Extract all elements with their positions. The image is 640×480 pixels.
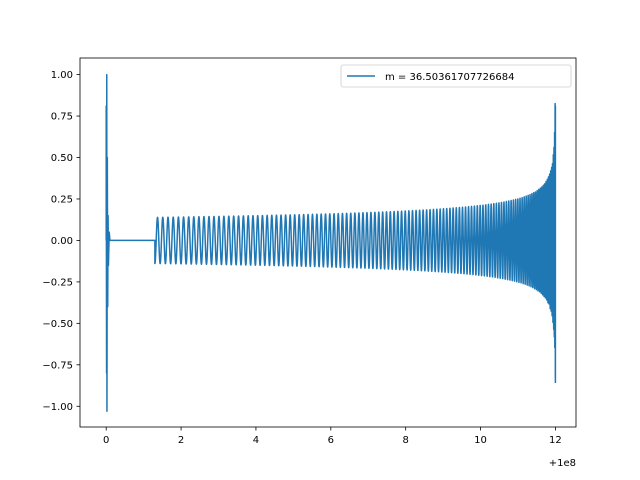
x-tick-label: 4 [253, 435, 259, 446]
x-tick-label: 12 [549, 435, 562, 446]
legend-box [340, 64, 572, 88]
series-line [105, 73, 557, 412]
y-tick-label: −1.00 [42, 402, 73, 413]
y-tick-label: 0.75 [51, 112, 73, 123]
legend-label: m = 36.50361707726684 [385, 72, 514, 83]
legend: m = 36.50361707726684 [340, 64, 572, 88]
y-tick-label: 0.25 [51, 194, 73, 205]
x-tick-label: 6 [328, 435, 334, 446]
y-tick-label: −0.75 [42, 360, 73, 371]
y-tick-label: −0.25 [42, 277, 73, 288]
y-tick-label: 0.50 [51, 153, 73, 164]
x-tick-label: 10 [474, 435, 487, 446]
x-tick-label: 8 [402, 435, 408, 446]
plot-area [105, 73, 557, 412]
axes: 0 2 4 6 8 10 12 −1.00 −0.75 −0.50 −0.25 0.00 0.25 0.5… [42, 57, 577, 469]
y-tick-label: 1.00 [51, 70, 73, 81]
x-offset-label: +1e8 [549, 458, 576, 469]
axes-frame [79, 57, 577, 428]
y-tick-label: −0.50 [42, 319, 73, 330]
x-tick-label: 0 [103, 435, 109, 446]
y-tick-label: 0.00 [51, 236, 73, 247]
x-tick-label: 2 [178, 435, 184, 446]
